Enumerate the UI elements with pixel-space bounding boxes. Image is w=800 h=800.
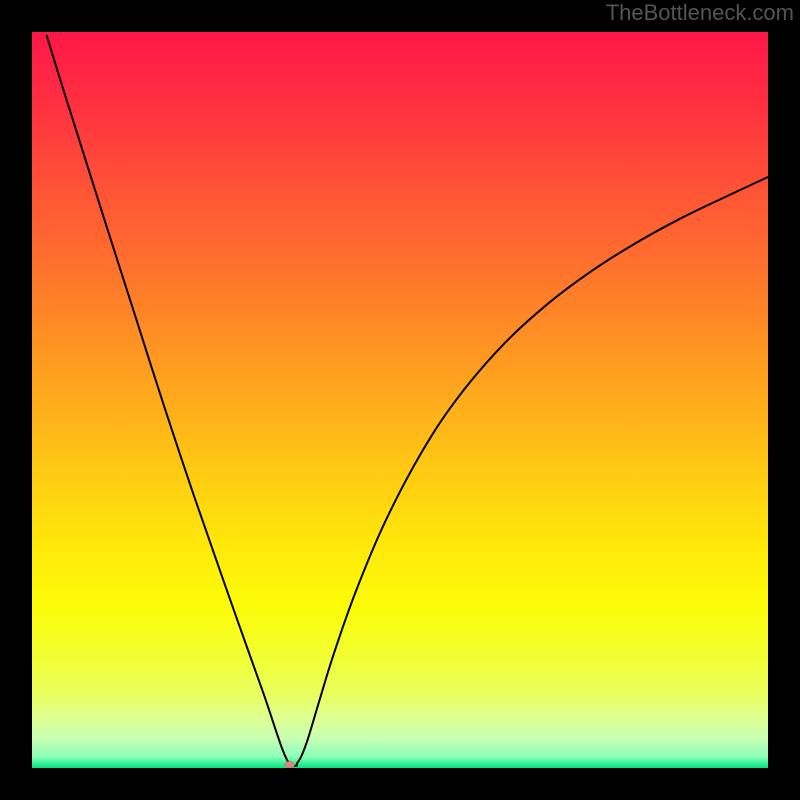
gradient-background bbox=[32, 32, 768, 768]
bottleneck-chart-svg bbox=[32, 32, 768, 768]
watermark-text: TheBottleneck.com bbox=[606, 0, 794, 26]
chart-container: TheBottleneck.com bbox=[0, 0, 800, 800]
plot-area bbox=[32, 32, 768, 768]
valley-marker bbox=[285, 761, 295, 768]
